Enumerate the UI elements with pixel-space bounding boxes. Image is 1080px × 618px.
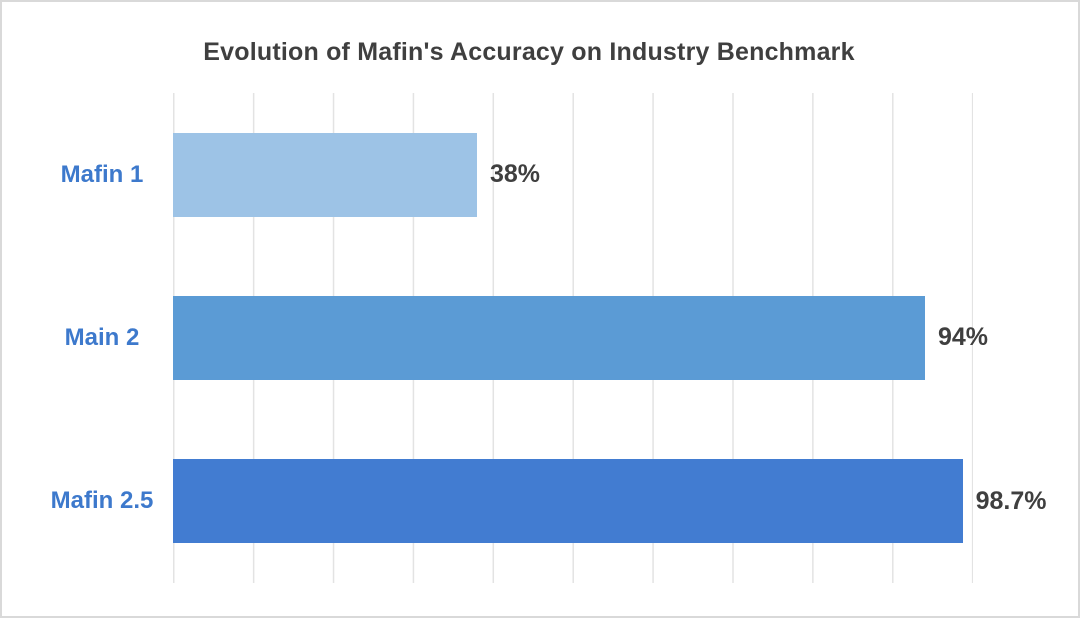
category-label: Mafin 1 xyxy=(60,160,144,188)
bar-row: Mafin 2.5 98.7% xyxy=(51,420,1046,583)
value-label: 38% xyxy=(490,160,541,189)
bar-rows: Mafin 1 38% Main 2 94% Mafin 2.5 98.7% xyxy=(51,93,1046,583)
category-label: Mafin 2.5 xyxy=(50,487,154,515)
value-label: 98.7% xyxy=(975,486,1047,515)
chart-title: Evolution of Mafin's Accuracy on Industr… xyxy=(203,38,855,66)
bar-row: Main 2 94% xyxy=(65,256,988,419)
plot-area: Mafin 1 38% Main 2 94% Mafin 2.5 98.7% xyxy=(51,93,1046,583)
bar xyxy=(173,295,925,380)
bar-row: Mafin 1 38% xyxy=(61,93,973,256)
bar xyxy=(173,459,963,544)
value-label: 94% xyxy=(938,323,989,352)
category-label: Main 2 xyxy=(64,323,140,351)
bar xyxy=(173,132,477,217)
